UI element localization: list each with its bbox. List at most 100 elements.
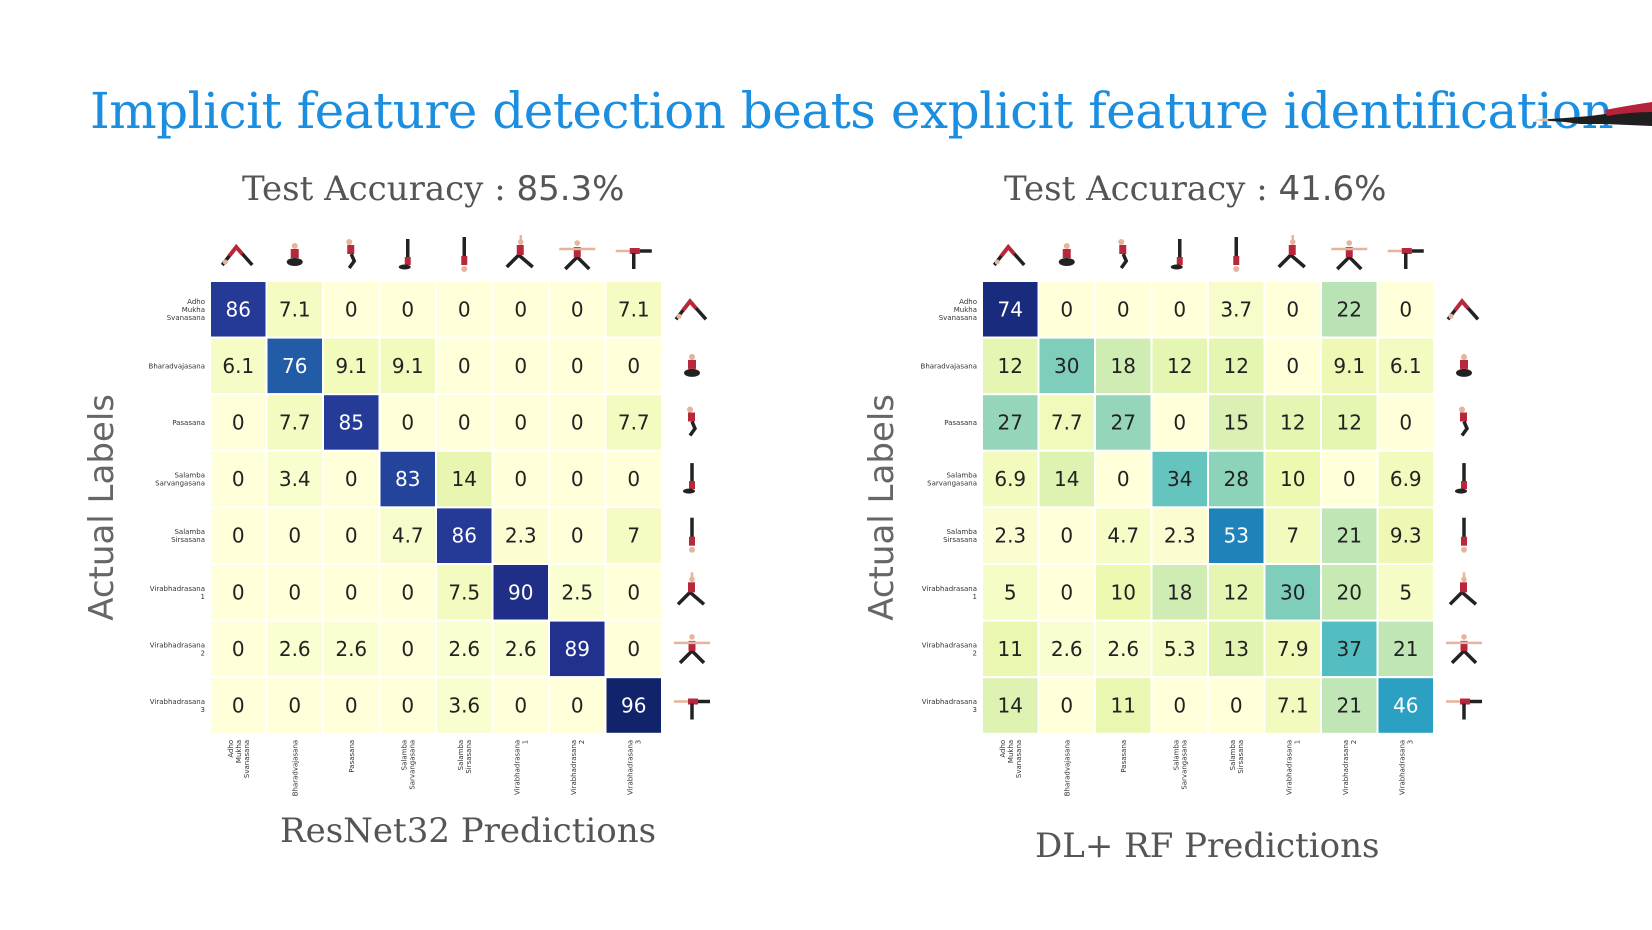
heatmap-cell: [491, 280, 550, 339]
row-label: Adho Mukha Svanasana: [167, 298, 205, 322]
cell-value: 86: [452, 524, 477, 548]
yoga-pose-icon: [674, 698, 710, 720]
yoga-pose-icon: [1058, 243, 1075, 266]
cell-value: 0: [345, 524, 358, 548]
cell-value: 0: [1117, 297, 1130, 321]
column-label: Virabhadrasana2: [1342, 740, 1358, 795]
accuracy-title: Test Accuracy : 85.3%: [242, 169, 624, 209]
cell-value: 53: [1224, 524, 1249, 548]
cell-value: 0: [1060, 580, 1073, 604]
column-label: AdhoMukhaSvanasana: [227, 740, 251, 778]
accuracy-label: Test Accuracy :: [1004, 169, 1278, 209]
cell-value: 0: [571, 411, 584, 435]
cell-value: 9.1: [392, 354, 424, 378]
cell-value: 0: [345, 694, 358, 718]
column-label: Bharadvajasana: [1063, 740, 1071, 796]
heatmap-cell: [1320, 676, 1379, 735]
row-label: Virabhadrasana 1: [922, 585, 977, 601]
cell-value: 0: [401, 637, 414, 661]
cell-value: 6.9: [1390, 467, 1422, 491]
yoga-pose-icon: [461, 237, 468, 272]
accuracy-value: 85.3%: [516, 169, 624, 209]
accuracy-label: Test Accuracy :: [242, 169, 516, 209]
cell-value: 0: [232, 580, 245, 604]
cell-value: 37: [1337, 637, 1362, 661]
cell-value: 18: [1167, 580, 1192, 604]
heatmap-cell: [378, 676, 437, 735]
heatmap-cell: [1037, 676, 1096, 735]
cell-value: 7.7: [618, 411, 650, 435]
heatmap-cell: [1376, 619, 1435, 679]
heatmap-cell: [604, 449, 663, 509]
heatmap-cell: [1263, 563, 1322, 622]
column-label: Virabhadrasana1: [1285, 740, 1301, 795]
heatmap-cell: [435, 449, 494, 509]
heatmap-cell: [1094, 619, 1153, 679]
cell-value: 0: [1117, 467, 1130, 491]
heatmap-cell: [322, 280, 381, 339]
cell-value: 0: [345, 580, 358, 604]
cell-value: 21: [1337, 524, 1362, 548]
cell-value: 0: [571, 354, 584, 378]
heatmap-cell: [1037, 449, 1096, 509]
heatmap-cell: [1150, 336, 1209, 396]
cell-value: 0: [458, 297, 471, 321]
yoga-pose-icon: [1170, 239, 1183, 270]
cell-value: 7: [1286, 524, 1299, 548]
cell-value: 27: [1111, 411, 1136, 435]
cell-value: 0: [514, 467, 527, 491]
cell-value: 10: [1280, 467, 1305, 491]
heatmap-cell: [265, 506, 324, 565]
heatmap-cell: [1263, 676, 1322, 735]
heatmap-cell: [1207, 676, 1266, 735]
cell-value: 5: [1004, 580, 1017, 604]
column-label: Pasasana: [348, 740, 356, 773]
column-label: SalambaSarvangasana: [400, 740, 416, 790]
cell-value: 0: [458, 411, 471, 435]
heatmap-cell: [604, 393, 663, 452]
heatmap-cell: [322, 563, 381, 622]
heatmap-cell: [981, 336, 1040, 396]
cell-value: 46: [1393, 694, 1418, 718]
yoga-pose-icon: [220, 243, 254, 267]
cell-value: 0: [401, 411, 414, 435]
heatmap-cell: [604, 506, 663, 565]
yoga-pose-icon: [1277, 235, 1306, 269]
heatmap-cell: [491, 336, 550, 396]
yoga-pose-icon: [559, 240, 596, 271]
cell-value: 0: [1060, 524, 1073, 548]
cell-value: 2.5: [561, 580, 593, 604]
cell-value: 0: [288, 580, 301, 604]
cell-value: 12: [1224, 354, 1249, 378]
yoga-pose-icon: [1455, 463, 1467, 494]
cell-value: 12: [1224, 580, 1249, 604]
heatmap-cell: [548, 676, 607, 735]
yoga-pose-icon: [1233, 237, 1240, 272]
heatmap-cell: [1263, 393, 1322, 452]
cell-value: 4.7: [392, 524, 424, 548]
heatmap-cell: [1376, 676, 1435, 735]
heatmap-cell: [1320, 563, 1379, 622]
heatmap-cell: [1376, 280, 1435, 339]
cell-value: 2.6: [505, 637, 537, 661]
cell-value: 7.1: [1277, 694, 1309, 718]
row-label: Salamba Sarvangasana: [155, 472, 205, 488]
yoga-pose-icon: [674, 298, 708, 321]
heatmap-cell: [1094, 506, 1153, 565]
row-label: Pasasana: [172, 419, 205, 427]
column-label: SalambaSarvangasana: [1172, 740, 1188, 790]
heatmap-cell: [1320, 280, 1379, 339]
cell-value: 83: [395, 467, 420, 491]
cell-value: 2.3: [994, 524, 1026, 548]
cell-value: 0: [514, 297, 527, 321]
heatmap-cell: [491, 619, 550, 679]
heatmap-cell: [435, 506, 494, 565]
heatmap-cell: [1263, 280, 1322, 339]
heatmap-cell: [1150, 449, 1209, 509]
heatmap-cell: [1376, 336, 1435, 396]
yoga-pose-icon: [1456, 353, 1472, 377]
slide-title: Implicit feature detection beats explici…: [90, 82, 1614, 140]
heatmap-cell: [1207, 280, 1266, 339]
yoga-pose-icon: [1446, 698, 1482, 720]
heatmap-cell: [491, 676, 550, 735]
